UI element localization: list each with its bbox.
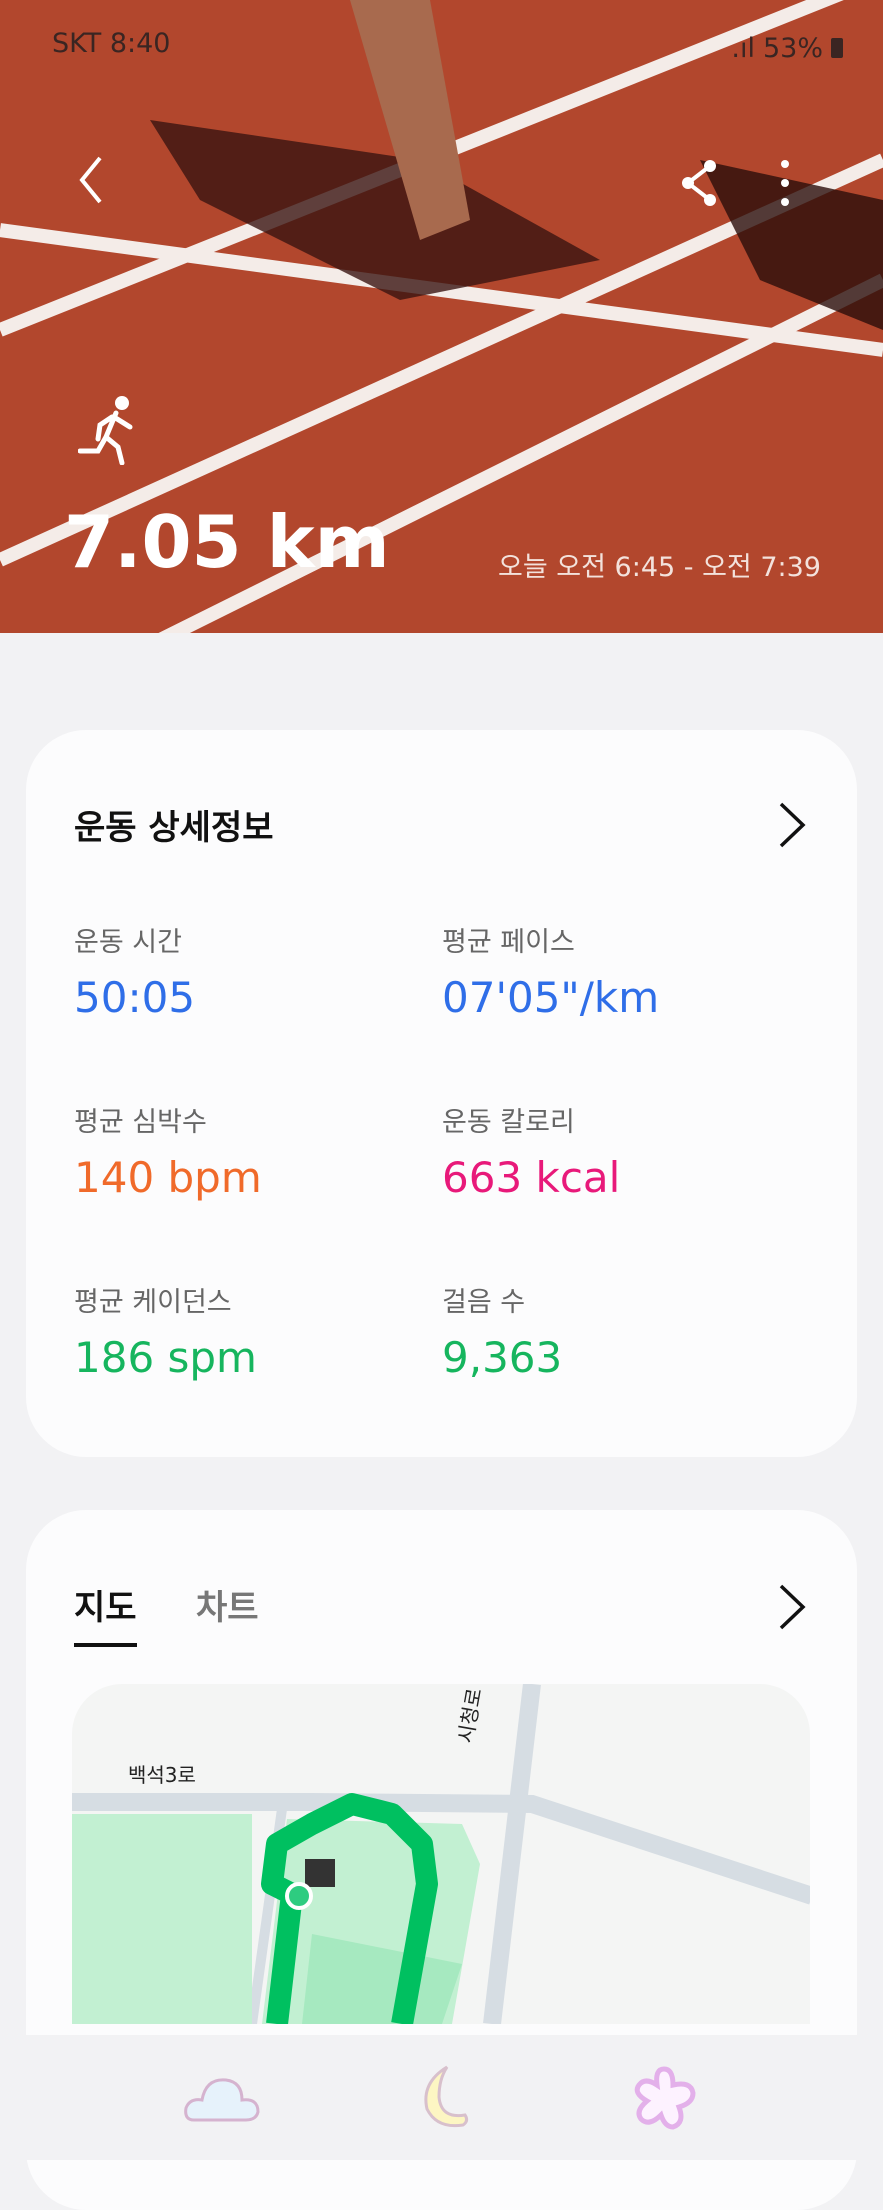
back-button[interactable] — [78, 150, 118, 210]
chevron-right-icon[interactable] — [777, 1582, 807, 1632]
tab-chart[interactable]: 차트 — [196, 1588, 259, 1628]
chevron-right-icon[interactable] — [777, 800, 807, 850]
finish-flag-icon — [305, 1859, 335, 1887]
stat-value: 9,363 — [442, 1333, 563, 1382]
share-icon[interactable] — [680, 158, 720, 208]
stat-label: 운동 칼로리 — [442, 1107, 575, 1138]
stat-value: 186 spm — [74, 1333, 257, 1382]
moon-icon[interactable] — [411, 2063, 481, 2133]
cloud-icon[interactable] — [184, 2068, 264, 2128]
stat-duration: 운동 시간 50:05 — [74, 920, 195, 1022]
stat-pace: 평균 페이스 07'05"/km — [442, 920, 659, 1022]
carrier: SKT — [52, 28, 102, 59]
card-title: 운동 상세정보 — [74, 808, 274, 848]
stat-calories: 운동 칼로리 663 kcal — [442, 1100, 620, 1202]
stat-steps: 걸음 수 9,363 — [442, 1280, 562, 1382]
time-range: 오늘 오전 6:45 - 오전 7:39 — [498, 552, 821, 583]
road-label: 백석3로 — [128, 1763, 196, 1787]
stat-value: 07'05"/km — [442, 973, 660, 1022]
stat-cadence: 평균 케이던스 186 spm — [74, 1280, 257, 1382]
workout-details-card: 운동 상세정보 운동 시간 50:05 평균 페이스 07'05"/km 평균 심박… — [26, 730, 857, 1457]
header-image: SKT 8:40 .ıl 53% 7.05 km 오늘 오전 6:45 - 오전 … — [0, 0, 883, 633]
star-icon[interactable] — [629, 2063, 699, 2133]
signal-icon: .ıl — [731, 32, 755, 64]
bottom-nav — [0, 2035, 883, 2160]
stat-label: 평균 케이던스 — [74, 1287, 232, 1318]
status-bar: SKT 8:40 .ıl 53% — [52, 28, 843, 68]
tab-map[interactable]: 지도 — [74, 1580, 137, 1647]
road-label: 시청로 — [453, 1686, 486, 1745]
more-options-icon[interactable] — [775, 158, 795, 208]
route-map[interactable]: 백석3로 시청로 — [72, 1684, 810, 2024]
stat-value: 663 kcal — [442, 1153, 621, 1202]
battery-level: 53% — [762, 32, 823, 64]
running-icon — [78, 396, 133, 465]
stat-label: 운동 시간 — [74, 927, 182, 958]
track-background — [0, 0, 883, 633]
stat-label: 평균 페이스 — [442, 927, 575, 958]
stat-label: 걸음 수 — [442, 1287, 526, 1318]
battery-icon — [831, 38, 843, 58]
clock: 8:40 — [109, 28, 171, 59]
distance: 7.05 km — [64, 500, 390, 584]
stat-heart-rate: 평균 심박수 140 bpm — [74, 1100, 262, 1202]
stat-value: 50:05 — [74, 973, 196, 1022]
stat-label: 평균 심박수 — [74, 1107, 207, 1138]
start-marker — [285, 1882, 313, 1910]
stat-value: 140 bpm — [74, 1153, 262, 1202]
